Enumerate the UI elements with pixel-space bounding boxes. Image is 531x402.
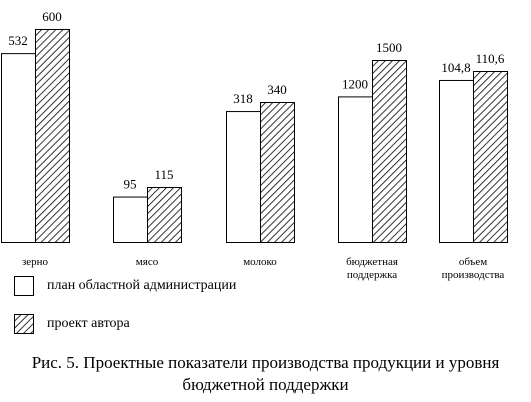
bar-plan-5 xyxy=(439,79,474,243)
value-label-author-3: 340 xyxy=(267,82,287,97)
value-label-author-5: 110,6 xyxy=(476,51,505,66)
value-label-plan-1: 532 xyxy=(8,33,28,48)
bar-plan-3 xyxy=(226,111,261,243)
bar-plan-4 xyxy=(338,96,373,244)
value-label-plan-5: 104,8 xyxy=(441,60,470,75)
category-label-2: мясо xyxy=(136,256,159,268)
figure-caption-line2: бюджетной поддержки xyxy=(182,375,349,394)
legend-label-author: проект автора xyxy=(47,316,130,331)
category-label-5: объем производства xyxy=(442,256,505,281)
figure-caption-line1: Рис. 5. Проектные показатели производств… xyxy=(31,353,500,372)
legend-label-plan: план областной администрации xyxy=(47,278,237,293)
value-label-author-2: 115 xyxy=(154,167,173,182)
category-label-1: зерно xyxy=(22,256,49,268)
legend-swatch-plan xyxy=(14,276,34,296)
bar-plan-2 xyxy=(113,196,148,243)
bar-author-3 xyxy=(260,102,295,243)
bar-plan-1 xyxy=(1,53,36,243)
bar-author-4 xyxy=(372,60,407,243)
bar-author-1 xyxy=(35,29,70,243)
category-label-3: молоко xyxy=(243,256,277,268)
bar-chart: 532 600 95 115 318 340 1200 1500 104,8 110,6 зерн… xyxy=(1,9,508,281)
value-label-plan-2: 95 xyxy=(124,177,137,192)
bar-author-2 xyxy=(147,187,182,243)
value-label-plan-3: 318 xyxy=(233,91,253,106)
category-label-4: бюджетная поддержка xyxy=(346,256,398,281)
value-label-plan-4: 1200 xyxy=(342,76,368,91)
value-label-author-1: 600 xyxy=(42,9,62,24)
legend-swatch-author xyxy=(14,314,34,334)
value-label-author-4: 1500 xyxy=(376,40,402,55)
bar-author-5 xyxy=(473,71,508,243)
